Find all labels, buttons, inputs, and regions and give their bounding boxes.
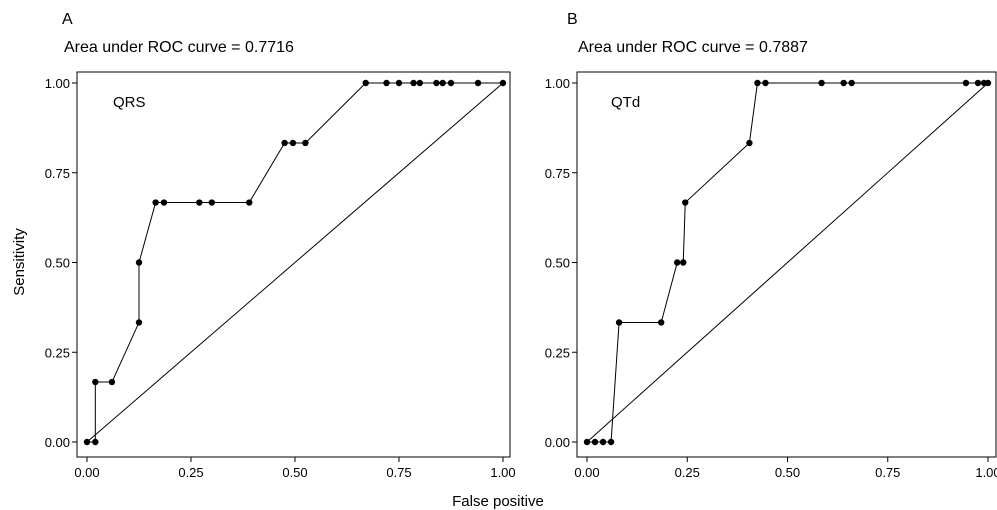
panel-a-roc-point <box>433 79 440 87</box>
panel-a-xtick-label: 1.00 <box>490 465 515 480</box>
panel-b-roc-point <box>674 259 681 266</box>
panel-a-roc-point <box>83 438 91 446</box>
panel-a-roc-point <box>108 378 116 386</box>
panel-b-ytick-label: 0.00 <box>545 435 570 450</box>
panel-b-roc-point <box>754 79 761 87</box>
panel-a-roc-point <box>208 199 215 206</box>
panel-a-roc-point <box>395 79 403 87</box>
panel-b: B Area under ROC curve = 0.7887 QTd 0.00… <box>545 11 997 480</box>
panel-b-title: Area under ROC curve = 0.7887 <box>578 39 808 56</box>
y-axis-title: Sensitivity <box>11 228 28 296</box>
panel-b-xtick-label: 0.25 <box>675 465 700 480</box>
panel-a-ytick-label: 0.25 <box>45 345 70 360</box>
panel-a-roc-point <box>246 199 253 206</box>
panel-b-roc-point <box>657 319 665 326</box>
panel-a-plot-frame <box>76 71 511 458</box>
panel-a: A Area under ROC curve = 0.7716 QRS 0.00… <box>45 11 516 480</box>
panel-a-reference-line <box>86 82 504 443</box>
panel-a-roc-point <box>92 378 99 386</box>
panel-a-roc-point <box>281 139 288 147</box>
panel-a-xtick-label: 0.25 <box>178 465 203 480</box>
panel-b-roc-point <box>599 438 607 446</box>
panel-b-xtick-label: 1.00 <box>975 465 997 480</box>
panel-a-roc-point <box>499 79 507 87</box>
panel-b-ytick-label: 1.00 <box>545 76 570 91</box>
panel-b-roc-point <box>848 79 855 87</box>
panel-a-roc-point <box>135 319 143 326</box>
panel-a-xtick-label: 0.50 <box>282 465 307 480</box>
panel-a-roc-point <box>196 199 203 206</box>
panel-a-roc-point <box>160 199 168 206</box>
panel-b-marks: 0.00 0.25 0.50 0.75 1.00 0.00 0.25 0.50 0.75 1.00 <box>545 76 997 480</box>
panel-b-xtick-label: 0.50 <box>775 465 800 480</box>
panel-b-roc-point <box>682 199 689 206</box>
panel-a-roc-point <box>152 199 159 206</box>
panel-a-marks: 0.00 0.25 0.50 0.75 1.00 0.00 0.25 0.50 0.75 1.00 <box>45 76 516 480</box>
panel-a-ytick-label: 0.00 <box>45 435 70 450</box>
panel-b-roc-point <box>762 79 769 87</box>
panel-a-ytick-label: 0.50 <box>45 256 70 271</box>
panel-a-letter: A <box>62 11 73 28</box>
panel-b-roc-point <box>974 79 982 87</box>
panel-a-xtick-label: 0.75 <box>386 465 411 480</box>
panel-a-roc-point <box>447 79 455 87</box>
panel-b-letter: B <box>567 11 578 28</box>
panel-b-roc-point <box>818 79 825 87</box>
panel-a-roc-point <box>474 79 482 87</box>
panel-a-roc-point <box>410 79 417 87</box>
panel-b-roc-point <box>840 79 847 87</box>
panel-a-roc-point <box>92 438 99 446</box>
panel-a-series-label: QRS <box>113 94 146 111</box>
panel-b-plot-frame <box>576 71 997 458</box>
panel-b-roc-point <box>583 438 591 446</box>
panel-b-roc-point <box>607 438 615 446</box>
panel-b-ytick-label: 0.50 <box>545 256 570 271</box>
panel-a-roc-point <box>135 259 143 266</box>
panel-a-xtick-label: 0.00 <box>74 465 99 480</box>
panel-b-roc-point <box>680 259 687 266</box>
panel-a-roc-point <box>362 79 369 87</box>
panel-a-roc-point <box>302 139 309 147</box>
panel-b-xtick-label: 0.75 <box>875 465 900 480</box>
panel-b-roc-point <box>615 319 623 326</box>
panel-a-title: Area under ROC curve = 0.7716 <box>64 39 294 56</box>
panel-b-ytick-label: 0.25 <box>545 345 570 360</box>
panel-a-roc-point <box>416 79 423 87</box>
panel-b-reference-line <box>586 82 989 443</box>
panel-b-roc-point <box>746 139 753 147</box>
panel-b-roc-point <box>984 79 992 87</box>
panel-a-ytick-label: 1.00 <box>45 76 70 91</box>
panel-b-ytick-label: 0.75 <box>545 166 570 181</box>
panel-a-roc-point <box>289 139 297 147</box>
panel-b-xtick-label: 0.00 <box>574 465 599 480</box>
panel-a-roc-point <box>383 79 390 87</box>
panel-b-roc-point <box>962 79 970 87</box>
panel-b-roc-point <box>591 438 599 446</box>
panel-a-roc-point <box>439 79 446 87</box>
x-axis-title: False positive <box>452 493 544 510</box>
panel-b-series-label: QTd <box>611 94 640 111</box>
panel-a-ytick-label: 0.75 <box>45 166 70 181</box>
